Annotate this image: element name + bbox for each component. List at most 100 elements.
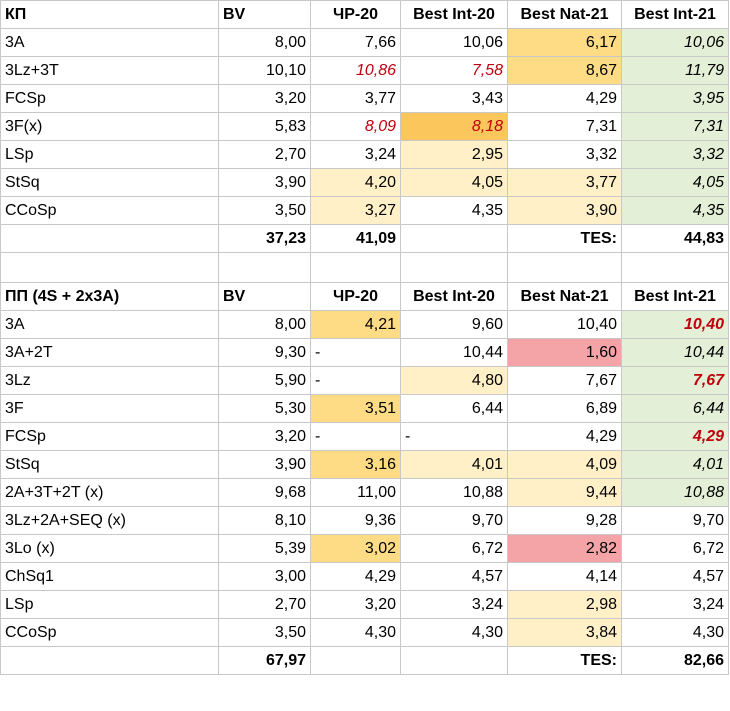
element-cell[interactable]: FCSp xyxy=(0,422,219,451)
value-cell[interactable]: 3,20 xyxy=(218,84,311,113)
value-cell[interactable]: 2,82 xyxy=(507,534,622,563)
empty-cell[interactable] xyxy=(507,252,622,283)
header-cell[interactable]: BV xyxy=(218,282,311,311)
value-cell[interactable]: - xyxy=(310,422,401,451)
value-cell[interactable]: 8,10 xyxy=(218,506,311,535)
value-cell[interactable]: 10,10 xyxy=(218,56,311,85)
value-cell[interactable]: 3,32 xyxy=(507,140,622,169)
element-cell[interactable]: 3Lz+2A+SEQ (x) xyxy=(0,506,219,535)
element-cell[interactable]: 3F(x) xyxy=(0,112,219,141)
value-cell[interactable]: 9,68 xyxy=(218,478,311,507)
tes-value[interactable]: 44,83 xyxy=(621,224,729,253)
empty-cell[interactable] xyxy=(0,252,219,283)
value-cell[interactable]: 3,50 xyxy=(218,196,311,225)
element-cell[interactable]: StSq xyxy=(0,450,219,479)
value-cell[interactable]: 4,30 xyxy=(400,618,508,647)
empty-cell[interactable] xyxy=(400,252,508,283)
header-cell[interactable]: BV xyxy=(218,0,311,29)
value-cell[interactable]: 10,40 xyxy=(621,310,729,339)
value-cell[interactable]: 11,00 xyxy=(310,478,401,507)
value-cell[interactable]: 4,29 xyxy=(507,84,622,113)
value-cell[interactable]: 9,60 xyxy=(400,310,508,339)
value-cell[interactable]: 3,43 xyxy=(400,84,508,113)
value-cell[interactable]: 7,67 xyxy=(507,366,622,395)
value-cell[interactable]: 4,05 xyxy=(400,168,508,197)
value-cell[interactable]: 2,70 xyxy=(218,140,311,169)
element-cell[interactable]: 3Lz xyxy=(0,366,219,395)
value-cell[interactable]: 9,70 xyxy=(400,506,508,535)
value-cell[interactable]: 4,29 xyxy=(507,422,622,451)
total-cell[interactable]: 67,97 xyxy=(218,646,311,675)
value-cell[interactable]: 10,06 xyxy=(400,28,508,57)
total-cell[interactable] xyxy=(0,224,219,253)
value-cell[interactable]: 4,57 xyxy=(400,562,508,591)
empty-cell[interactable] xyxy=(621,252,729,283)
value-cell[interactable]: 7,66 xyxy=(310,28,401,57)
value-cell[interactable]: 10,44 xyxy=(621,338,729,367)
value-cell[interactable]: 9,70 xyxy=(621,506,729,535)
total-cell[interactable] xyxy=(0,646,219,675)
empty-cell[interactable] xyxy=(310,252,401,283)
value-cell[interactable]: 2,70 xyxy=(218,590,311,619)
total-cell[interactable] xyxy=(400,646,508,675)
element-cell[interactable]: FCSp xyxy=(0,84,219,113)
value-cell[interactable]: 2,98 xyxy=(507,590,622,619)
value-cell[interactable]: 6,17 xyxy=(507,28,622,57)
value-cell[interactable]: 10,88 xyxy=(621,478,729,507)
value-cell[interactable]: 10,40 xyxy=(507,310,622,339)
value-cell[interactable]: 1,60 xyxy=(507,338,622,367)
value-cell[interactable]: 9,30 xyxy=(218,338,311,367)
header-cell[interactable]: КП xyxy=(0,0,219,29)
value-cell[interactable]: - xyxy=(310,338,401,367)
empty-cell[interactable] xyxy=(218,252,311,283)
element-cell[interactable]: LSp xyxy=(0,140,219,169)
header-cell[interactable]: Best Int-20 xyxy=(400,0,508,29)
value-cell[interactable]: 4,30 xyxy=(621,618,729,647)
value-cell[interactable]: 3,02 xyxy=(310,534,401,563)
header-cell[interactable]: Best Nat-21 xyxy=(507,0,622,29)
value-cell[interactable]: - xyxy=(310,366,401,395)
value-cell[interactable]: 5,90 xyxy=(218,366,311,395)
value-cell[interactable]: 6,89 xyxy=(507,394,622,423)
value-cell[interactable]: 3,50 xyxy=(218,618,311,647)
value-cell[interactable]: 3,77 xyxy=(310,84,401,113)
element-cell[interactable]: 3A+2T xyxy=(0,338,219,367)
value-cell[interactable]: 3,16 xyxy=(310,450,401,479)
value-cell[interactable]: 4,09 xyxy=(507,450,622,479)
value-cell[interactable]: 9,28 xyxy=(507,506,622,535)
element-cell[interactable]: ChSq1 xyxy=(0,562,219,591)
tes-label[interactable]: TES: xyxy=(507,224,622,253)
value-cell[interactable]: 4,30 xyxy=(310,618,401,647)
value-cell[interactable]: 5,83 xyxy=(218,112,311,141)
header-cell[interactable]: Best Int-20 xyxy=(400,282,508,311)
value-cell[interactable]: 3,32 xyxy=(621,140,729,169)
value-cell[interactable]: 3,00 xyxy=(218,562,311,591)
tes-value[interactable]: 82,66 xyxy=(621,646,729,675)
value-cell[interactable]: 3,90 xyxy=(218,450,311,479)
value-cell[interactable]: 8,00 xyxy=(218,28,311,57)
value-cell[interactable]: 2,95 xyxy=(400,140,508,169)
header-cell[interactable]: Best Int-21 xyxy=(621,0,729,29)
value-cell[interactable]: 4,57 xyxy=(621,562,729,591)
total-cell[interactable]: 37,23 xyxy=(218,224,311,253)
element-cell[interactable]: 3Lo (x) xyxy=(0,534,219,563)
value-cell[interactable]: 3,24 xyxy=(400,590,508,619)
value-cell[interactable]: 3,51 xyxy=(310,394,401,423)
value-cell[interactable]: 5,39 xyxy=(218,534,311,563)
total-cell[interactable]: 41,09 xyxy=(310,224,401,253)
tes-label[interactable]: TES: xyxy=(507,646,622,675)
header-cell[interactable]: ЧР-20 xyxy=(310,0,401,29)
value-cell[interactable]: 3,77 xyxy=(507,168,622,197)
value-cell[interactable]: 10,06 xyxy=(621,28,729,57)
element-cell[interactable]: 3Lz+3T xyxy=(0,56,219,85)
element-cell[interactable]: CCoSp xyxy=(0,618,219,647)
value-cell[interactable]: 7,67 xyxy=(621,366,729,395)
value-cell[interactable]: 8,00 xyxy=(218,310,311,339)
element-cell[interactable]: 3A xyxy=(0,28,219,57)
value-cell[interactable]: 4,21 xyxy=(310,310,401,339)
value-cell[interactable]: 4,20 xyxy=(310,168,401,197)
value-cell[interactable]: 9,44 xyxy=(507,478,622,507)
value-cell[interactable]: 9,36 xyxy=(310,506,401,535)
element-cell[interactable]: LSp xyxy=(0,590,219,619)
value-cell[interactable]: 3,20 xyxy=(310,590,401,619)
